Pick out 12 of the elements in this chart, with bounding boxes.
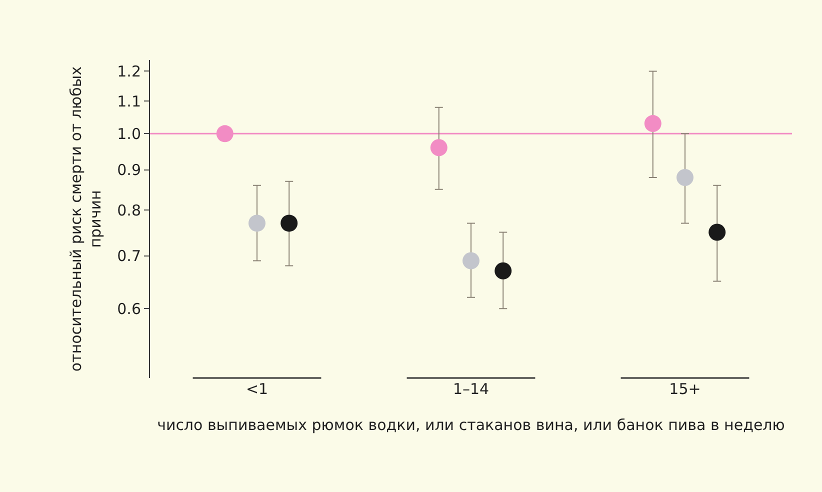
y-tick-label: 0.9	[117, 161, 141, 180]
x-tick-label: 15+	[669, 380, 701, 398]
y-tick-label: 0.7	[117, 247, 141, 266]
y-axis-title: относительный риск смерти от любых причин	[66, 66, 104, 372]
y-tick-label: 1.0	[117, 124, 141, 143]
x-tick-label: <1	[246, 380, 268, 398]
y-tick-label: 0.6	[117, 300, 141, 318]
x-tick-label: 1–14	[452, 380, 490, 398]
y-tick-label: 0.8	[117, 201, 141, 220]
y-tick-label: 1.1	[117, 92, 141, 110]
y-tick-label: 1.2	[117, 62, 141, 80]
x-axis-title: число выпиваемых рюмок водки, или стаканов вина, или банок пива в неделю	[157, 416, 785, 434]
